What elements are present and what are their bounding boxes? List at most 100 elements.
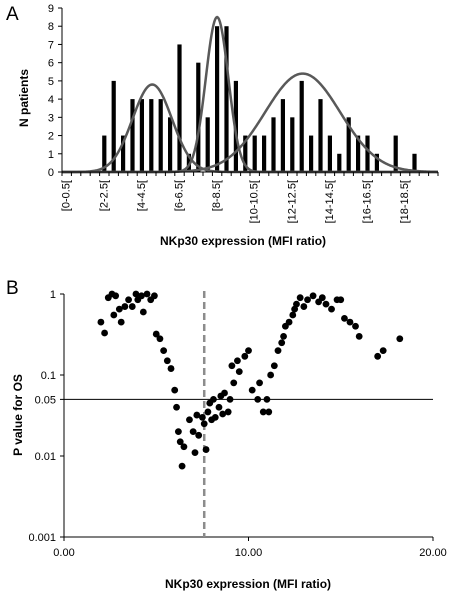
histogram-bar xyxy=(318,99,323,172)
pvalue-point xyxy=(318,294,326,302)
pvalue-point xyxy=(293,300,300,308)
histogram-bar xyxy=(412,153,417,172)
pvalue-point xyxy=(138,292,145,300)
pvalue-points xyxy=(97,290,404,470)
fitted-curve xyxy=(62,83,438,174)
pvalue-point xyxy=(234,357,241,365)
histogram-bar xyxy=(121,135,126,172)
histogram-x-ticks: [0-0.5[[2-2.5[[4-4.5[[6-6.5[[8-8.5[[10-1… xyxy=(61,172,439,223)
pvalue-point xyxy=(322,300,330,308)
pvalue-x-tick-label: 0.00 xyxy=(53,547,74,559)
histogram-bar xyxy=(356,135,361,172)
pvalue-point xyxy=(189,428,197,436)
fitted-curve xyxy=(62,15,438,174)
histogram-bar xyxy=(130,99,135,172)
pvalue-point xyxy=(245,347,252,355)
histogram-axes xyxy=(61,8,438,173)
histogram-bar xyxy=(158,99,163,172)
pvalue-point xyxy=(210,395,217,403)
pvalue-point xyxy=(112,292,120,300)
histogram-y-tick-label: 5 xyxy=(48,76,54,88)
pvalue-point xyxy=(204,408,212,416)
histogram-panel: A 0 1 2 3 4 5 6 7 8 9 [0-0.5[[2-2.5[[4-4.5[[6-6.5… xyxy=(6,3,439,248)
histogram-bar xyxy=(299,80,304,172)
histogram-bar xyxy=(102,135,107,172)
pvalue-point xyxy=(254,395,262,403)
pvalue-point xyxy=(125,296,132,304)
pvalue-point xyxy=(191,449,199,457)
pvalue-point xyxy=(289,311,297,319)
pvalue-point xyxy=(263,395,271,403)
pvalue-point xyxy=(396,335,404,343)
histogram-x-tick-label: [10-10.5[ xyxy=(249,180,261,223)
pvalue-point xyxy=(265,408,273,416)
histogram-x-tick-label: [14-14.5[ xyxy=(324,180,336,223)
histogram-y-tick-label: 3 xyxy=(48,112,54,124)
pvalue-point xyxy=(178,462,186,470)
histogram-bar xyxy=(177,44,182,172)
pvalue-point xyxy=(160,347,168,355)
pvalue-point xyxy=(110,311,118,319)
pvalue-point xyxy=(211,413,219,421)
pvalue-axes xyxy=(63,294,433,538)
pvalue-point xyxy=(235,368,243,376)
pvalue-point xyxy=(226,395,234,403)
pvalue-y-axis-title: P value for OS xyxy=(11,374,25,456)
pvalue-reference-lines xyxy=(64,291,433,537)
histogram-bar xyxy=(215,26,220,172)
pvalue-y-tick-label: 0.001 xyxy=(28,532,56,544)
pvalue-point xyxy=(259,408,267,416)
panel-label-b: B xyxy=(6,278,19,299)
pvalue-point xyxy=(152,330,160,338)
pvalue-point xyxy=(163,357,171,365)
histogram-y-tick-label: 7 xyxy=(48,39,54,51)
pvalue-y-tick-label: 1 xyxy=(50,289,56,301)
pvalue-y-ticks: 0.001 0.01 0.05 0.1 1 xyxy=(28,289,64,544)
histogram-bar xyxy=(243,135,248,172)
pvalue-y-tick-label: 0.1 xyxy=(41,370,56,382)
pvalue-point xyxy=(328,305,335,313)
histogram-bar xyxy=(374,153,379,172)
histogram-bar xyxy=(280,99,285,172)
pvalue-point xyxy=(97,318,105,326)
histogram-bar xyxy=(393,135,398,172)
pvalue-x-ticks: 0.00 10.00 20.00 xyxy=(53,537,447,559)
pvalue-point xyxy=(176,438,184,446)
histogram-y-tick-label: 6 xyxy=(48,58,54,70)
pvalue-point xyxy=(228,362,236,370)
pvalue-point xyxy=(300,303,308,310)
histogram-y-tick-label: 4 xyxy=(48,94,54,106)
panel-label-a: A xyxy=(6,4,19,25)
pvalue-y-tick-label: 0.01 xyxy=(35,451,56,463)
histogram-y-ticks: 0 1 2 3 4 5 6 7 8 9 xyxy=(48,3,62,179)
pvalue-point xyxy=(374,352,382,360)
pvalue-point xyxy=(202,446,210,453)
histogram-bar xyxy=(290,117,295,172)
pvalue-point xyxy=(198,413,206,421)
pvalue-point xyxy=(139,308,147,316)
pvalue-point xyxy=(219,410,227,418)
pvalue-point xyxy=(256,379,263,387)
pvalue-point xyxy=(296,294,304,302)
histogram-bar xyxy=(346,117,351,172)
histogram-bar xyxy=(271,117,276,172)
histogram-bar xyxy=(327,135,332,172)
pvalue-point xyxy=(156,335,164,343)
histogram-x-tick-label: [6-6.5[ xyxy=(174,180,186,211)
pvalue-point xyxy=(379,347,387,355)
histogram-x-tick-label: [8-8.5[ xyxy=(211,180,223,211)
pvalue-point xyxy=(101,329,108,337)
pvalue-point xyxy=(280,332,287,340)
histogram-x-tick-label: [0-0.5[ xyxy=(61,180,73,211)
pvalue-point xyxy=(248,386,256,394)
histogram-y-tick-label: 2 xyxy=(48,131,54,143)
histogram-bar xyxy=(224,26,229,172)
pvalue-point xyxy=(195,431,203,439)
pvalue-point xyxy=(346,318,354,326)
pvalue-point xyxy=(128,303,136,310)
histogram-bar xyxy=(337,153,342,172)
pvalue-point xyxy=(115,305,123,313)
histogram-bar xyxy=(139,99,144,172)
pvalue-point xyxy=(200,420,208,428)
pvalue-point xyxy=(285,318,293,326)
